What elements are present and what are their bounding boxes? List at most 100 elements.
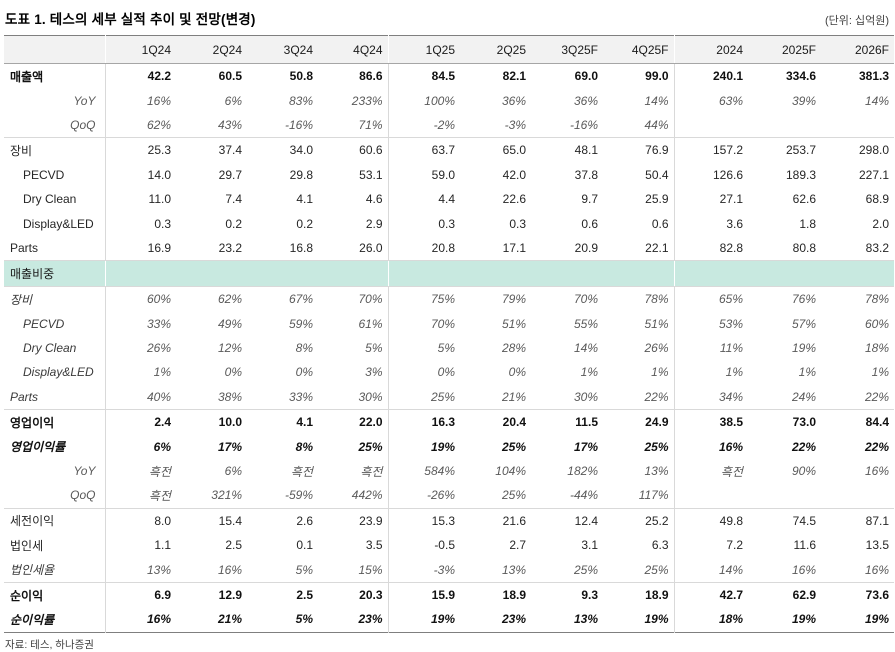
- table-cell: 12.4: [531, 507, 603, 534]
- table-cell: 0.3: [438, 216, 455, 231]
- table-cell: 16%: [864, 562, 889, 577]
- table-cell: 24.9: [603, 409, 675, 435]
- row-label: 장비: [4, 286, 106, 312]
- table-cell: 63.7: [388, 137, 460, 163]
- table-cell: [748, 483, 821, 508]
- table-cell: 16%: [146, 93, 171, 108]
- table-cell: 20.3: [318, 581, 389, 608]
- table-cell: [531, 260, 603, 288]
- row-label: 매출액: [4, 63, 106, 89]
- table-cell: 60%: [864, 316, 889, 331]
- table-cell: 흑전: [148, 488, 171, 503]
- table-cell: 59.0: [431, 167, 455, 182]
- table-cell: 83.2: [865, 240, 889, 255]
- table-row: 세전이익 8.0 15.4 2.6 23.9 15.3 21.6 12.4 25.2 49.8 74…: [4, 507, 894, 534]
- table-cell: 0.6: [581, 216, 598, 231]
- table-cell: 4.1: [296, 192, 313, 207]
- table-cell: 25.2: [603, 507, 675, 534]
- table-cell: 19%: [791, 612, 816, 627]
- row-label: 법인세율: [4, 557, 106, 583]
- table-cell: 11.5: [531, 409, 603, 435]
- table-cell: 6%: [224, 464, 242, 479]
- table-cell: 15.4: [176, 507, 247, 534]
- column-header: 2024: [674, 35, 748, 64]
- row-label: Parts: [4, 235, 106, 261]
- table-row: 매출액 42.2 60.5 50.8 86.6 84.5 82.1 69.0 99.0 240.1…: [4, 63, 894, 89]
- table-cell: 7.2: [726, 538, 743, 553]
- table-cell: 40%: [146, 389, 171, 404]
- table-row: 영업이익률 6% 17% 8% 25% 19% 25% 17% 25% 16% 22% 22%: [4, 434, 894, 459]
- table-cell: 584%: [424, 464, 455, 479]
- table-cell: [105, 260, 176, 288]
- header-row: 1Q24 2Q24 3Q24 4Q24 1Q25 2Q25 3Q25F 4Q25F 2024 20…: [4, 35, 894, 64]
- table-cell: 0.3: [154, 216, 171, 231]
- table-cell: 18%: [718, 612, 743, 627]
- table-cell: 189.3: [785, 167, 816, 182]
- table-row: 매출비중: [4, 260, 894, 288]
- table-cell: [247, 260, 318, 288]
- table-row: YoY 16% 6% 83% 233% 100% 36% 36% 14% 63% 39% 14%: [4, 88, 894, 113]
- column-header: 1Q25: [388, 35, 460, 64]
- table-cell: 14%: [864, 93, 889, 108]
- table-cell: 0.3: [509, 216, 526, 231]
- table-cell: -16%: [569, 117, 598, 132]
- table-cell: -59%: [284, 488, 313, 503]
- table-cell: 13%: [146, 562, 171, 577]
- table-cell: 1%: [725, 365, 743, 380]
- table-cell: 21%: [217, 612, 242, 627]
- table-cell: -0.5: [434, 538, 455, 553]
- table-cell: 321%: [211, 488, 242, 503]
- table-cell: 42.0: [502, 167, 526, 182]
- unit-label: (단위: 십억원): [824, 15, 889, 27]
- table-cell: 16.8: [289, 240, 313, 255]
- table-cell: 38.5: [674, 409, 748, 435]
- table-cell: 16%: [718, 439, 743, 454]
- table-cell: 5%: [318, 335, 389, 361]
- table-cell: -2%: [433, 117, 455, 132]
- table-cell: [674, 483, 748, 508]
- table-cell: 83%: [288, 93, 313, 108]
- table-cell: 21%: [501, 389, 526, 404]
- row-label: Dry Clean: [4, 186, 106, 212]
- table-cell: 63%: [718, 93, 743, 108]
- table-cell: 61%: [318, 311, 389, 336]
- row-label: QoQ: [4, 112, 106, 138]
- row-label: Display&LED: [4, 360, 106, 385]
- table-cell: 0.1: [296, 538, 313, 553]
- table-cell: 27.1: [719, 192, 743, 207]
- table-cell: [603, 260, 675, 288]
- table-cell: 4.4: [438, 192, 455, 207]
- table-cell: 20.8: [431, 240, 455, 255]
- table-cell: 65.0: [460, 137, 531, 163]
- table-cell: 59%: [288, 316, 313, 331]
- table-cell: 79%: [501, 292, 526, 307]
- table-cell: 62%: [146, 117, 171, 132]
- table-cell: 227.1: [858, 167, 889, 182]
- table-cell: 80.8: [792, 240, 816, 255]
- table-cell: 62.6: [792, 192, 816, 207]
- table-row: Dry Clean 11.0 7.4 4.1 4.6 4.4 22.6 9.7 25.9 27.1…: [4, 186, 894, 212]
- table-cell: 157.2: [674, 137, 748, 163]
- table-cell: 28%: [501, 341, 526, 356]
- table-cell: 14%: [603, 88, 675, 113]
- table-cell: 21.6: [460, 507, 531, 534]
- table-cell: 14.0: [147, 167, 171, 182]
- table-cell: 25.3: [105, 137, 176, 163]
- table-cell: 16%: [146, 612, 171, 627]
- table-row: 순이익률 16% 21% 5% 23% 19% 23% 13% 19% 18% 19% 19%: [4, 607, 894, 633]
- table-cell: 86.6: [318, 63, 389, 89]
- table-row: Dry Clean 26% 12% 8% 5% 5% 28% 14% 26% 11% 19% 18%: [4, 335, 894, 361]
- table-cell: 4.6: [318, 186, 389, 212]
- row-label: QoQ: [4, 483, 106, 509]
- table-body: 매출액 42.2 60.5 50.8 86.6 84.5 82.1 69.0 99.0 240.1…: [4, 63, 894, 633]
- table-cell: 53%: [718, 316, 743, 331]
- row-label: 법인세: [4, 533, 106, 558]
- table-cell: -44%: [569, 488, 598, 503]
- table-cell: 23.2: [218, 240, 242, 255]
- table-cell: 17%: [217, 439, 242, 454]
- table-cell: 33%: [146, 316, 171, 331]
- table-cell: 15%: [318, 557, 389, 583]
- table-cell: 381.3: [858, 69, 889, 84]
- table-cell: 22%: [864, 389, 889, 404]
- table-cell: 13%: [573, 612, 598, 627]
